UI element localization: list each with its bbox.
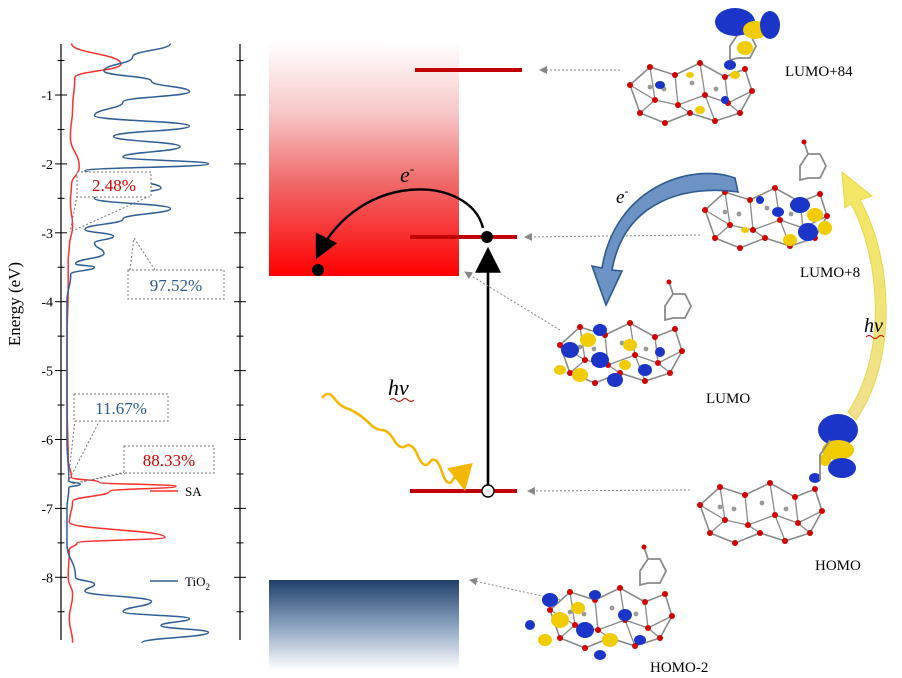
photon-label: hν	[388, 375, 409, 400]
callout-sa-valence: 88.33%	[71, 445, 215, 485]
dos-ylabel: Energy (eV)	[5, 262, 24, 346]
label-homo2: HOMO-2	[650, 660, 708, 676]
dos-legend: SA TiO2	[150, 484, 210, 592]
hole	[481, 484, 495, 498]
tio2-conduction-band	[269, 42, 459, 276]
label-sa-valence: 88.33%	[143, 451, 195, 470]
ytick-label: -6	[41, 434, 53, 449]
dos-ticks	[55, 60, 246, 613]
dos-curve-sa	[66, 42, 177, 643]
dos-tick-labels: -1 -2 -3 -4 -5 -6 -7 -8	[41, 89, 53, 586]
injection-arrow	[315, 188, 485, 260]
dos-curves	[66, 42, 210, 644]
tio2-valence-band	[269, 580, 459, 670]
callout-tio2-conduction: 97.52%	[127, 237, 225, 300]
ytick-label: -2	[41, 158, 53, 173]
callout-sa-conduction: 2.48%	[69, 171, 152, 233]
photon-label-underline	[389, 398, 415, 402]
label-tio2-valence: 11.67%	[95, 399, 147, 418]
orbital-homo2: HOMO-2	[525, 543, 708, 676]
legend-sa-label: SA	[185, 484, 202, 499]
orbital-electron-label: e-	[616, 184, 628, 208]
injected-electron	[312, 264, 324, 276]
ytick-label: -4	[41, 296, 53, 311]
orbital-lumo: LUMO	[554, 278, 750, 407]
homo-to-lumo8-arrow	[841, 170, 887, 421]
label-lumo84: LUMO+84	[785, 64, 853, 80]
orbital-homo: HOMO	[696, 414, 861, 574]
ytick-label: -5	[41, 365, 53, 380]
label-sa-conduction: 2.48%	[92, 176, 136, 195]
photon-wave	[320, 392, 473, 492]
label-tio2-conduction: 97.52%	[150, 276, 202, 295]
orbital-pointers	[464, 66, 701, 601]
ytick-label: -1	[41, 89, 53, 104]
injection-electron-label: e-	[400, 161, 414, 187]
orbital-lumo8: LUMO+8	[701, 138, 860, 281]
callout-tio2-valence: 11.67%	[67, 393, 169, 483]
orbital-photon-label: hν	[864, 315, 883, 337]
dos-panel: -1 -2 -3 -4 -5 -6 -7 -8 Energy (eV) 2.48% 97.52…	[5, 42, 246, 644]
label-lumo: LUMO	[706, 391, 750, 407]
band-diagram: e- hν	[269, 42, 701, 670]
ytick-label: -7	[41, 502, 53, 517]
orbital-photon-underline	[865, 335, 885, 339]
legend-tio2-label: TiO2	[185, 574, 210, 592]
excited-electron	[481, 231, 493, 243]
dos-curve-tio2	[66, 42, 210, 644]
orbital-lumo84: LUMO+84	[626, 8, 853, 127]
lumo8-to-lumo-arrow	[590, 172, 740, 308]
label-homo: HOMO	[815, 558, 861, 574]
ytick-label: -8	[41, 571, 53, 586]
label-lumo8: LUMO+8	[800, 265, 860, 281]
ytick-label: -3	[41, 227, 53, 242]
